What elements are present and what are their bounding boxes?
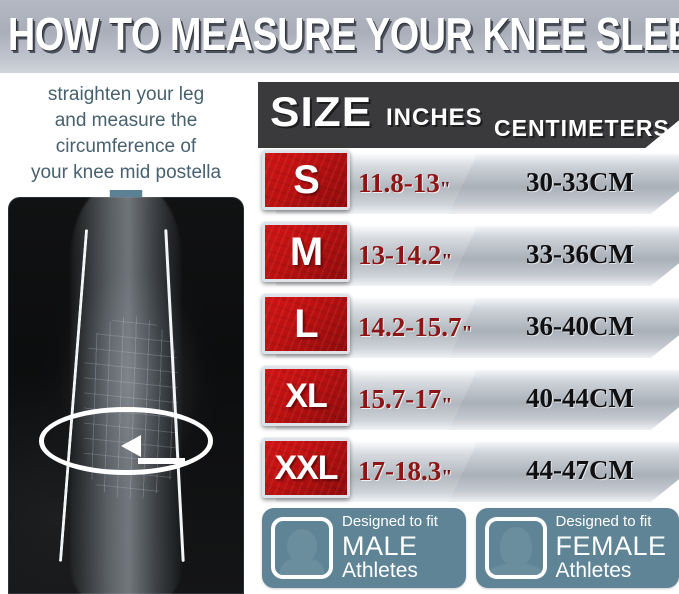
inch-mark: " xyxy=(439,178,451,200)
inches-value: 13-14.2 " xyxy=(358,238,508,272)
table-header-row: SIZE INCHES CENTIMETERS xyxy=(258,82,679,148)
badge-subtitle: Athletes xyxy=(555,559,632,583)
avatar-shoulders xyxy=(280,557,324,575)
avatar-head xyxy=(287,529,317,562)
inches-value: 14.2-15.7 " xyxy=(358,310,508,344)
column-header-centimeters: CENTIMETERS xyxy=(494,115,670,141)
table-row: XXL 17-18.3 " 44-47CM xyxy=(258,436,679,508)
size-badge: XL xyxy=(262,366,350,426)
badge-text: Designed to fit MALE Athletes xyxy=(342,514,438,582)
inch-mark: " xyxy=(441,394,453,416)
instruction-line-3: circumference of xyxy=(55,136,197,157)
size-label: XL xyxy=(285,377,327,415)
badge-male-athletes: Designed to fit MALE Athletes xyxy=(262,508,466,588)
instruction-line-1: straighten your leg xyxy=(47,84,205,105)
male-avatar-icon xyxy=(271,517,333,579)
size-label: L xyxy=(294,302,318,346)
badge-title: FEMALE xyxy=(555,530,667,561)
size-label: M xyxy=(289,230,323,274)
badge-eyebrow: Designed to fit xyxy=(555,512,652,530)
centimeters-value: 33-36CM xyxy=(526,239,634,269)
badge-title: MALE xyxy=(342,530,418,561)
table-row: M 13-14.2 " 33-36CM xyxy=(258,220,679,292)
table-row: XL 15.7-17 " 40-44CM xyxy=(258,364,679,436)
centimeters-value: 36-40CM xyxy=(526,311,634,341)
badge-text: Designed to fit FEMALE Athletes xyxy=(556,514,667,582)
badge-subtitle: Athletes xyxy=(342,559,418,583)
leg-shape xyxy=(70,197,182,594)
badge-female-athletes: Designed to fit FEMALE Athletes xyxy=(475,508,679,588)
size-badge: M xyxy=(262,222,350,282)
column-header-inches: INCHES xyxy=(386,104,483,131)
column-header-size: SIZE xyxy=(270,88,373,135)
inches-value: 15.7-17 " xyxy=(358,382,508,416)
centimeters-value: 44-47CM xyxy=(526,455,634,485)
knee-measurement-illustration xyxy=(8,197,244,594)
badge-eyebrow: Designed to fit xyxy=(342,512,438,530)
measuring-tape-ellipse xyxy=(38,407,214,475)
tape-direction-arrow-icon xyxy=(121,435,142,458)
header-band: HOW TO MEASURE YOUR KNEE SLEEVE SIZE xyxy=(0,0,679,73)
avatar-head xyxy=(499,527,532,565)
audience-badges: Designed to fit MALE Athletes Designed t… xyxy=(262,508,679,588)
tape-arrow-tail xyxy=(137,458,185,465)
inch-mark: " xyxy=(441,250,453,272)
centimeters-value: 40-44CM xyxy=(526,383,634,413)
instruction-line-4: your knee mid postella xyxy=(30,162,222,183)
instruction-line-2: and measure the xyxy=(54,110,198,131)
avatar-shoulders xyxy=(488,563,543,575)
inch-mark: " xyxy=(441,466,453,488)
size-label: S xyxy=(293,158,320,202)
inch-mark: " xyxy=(461,322,473,344)
size-badge: XXL xyxy=(262,438,350,498)
size-label: XXL xyxy=(274,449,338,487)
size-badge: S xyxy=(262,150,350,210)
measurement-instructions: straighten your leg and measure the circ… xyxy=(6,82,246,186)
page-title: HOW TO MEASURE YOUR KNEE SLEEVE SIZE xyxy=(8,8,679,60)
inches-value: 17-18.3 " xyxy=(358,454,508,488)
centimeters-value: 30-33CM xyxy=(526,167,634,197)
table-row: S 11.8-13 " 30-33CM xyxy=(258,148,679,220)
inches-value: 11.8-13 " xyxy=(358,166,508,200)
female-avatar-icon xyxy=(484,517,547,579)
table-row: L 14.2-15.7 " 36-40CM xyxy=(258,292,679,364)
size-badge: L xyxy=(262,294,350,354)
size-table: SIZE INCHES CENTIMETERS S 11.8-13 " 30-33… xyxy=(258,82,679,508)
